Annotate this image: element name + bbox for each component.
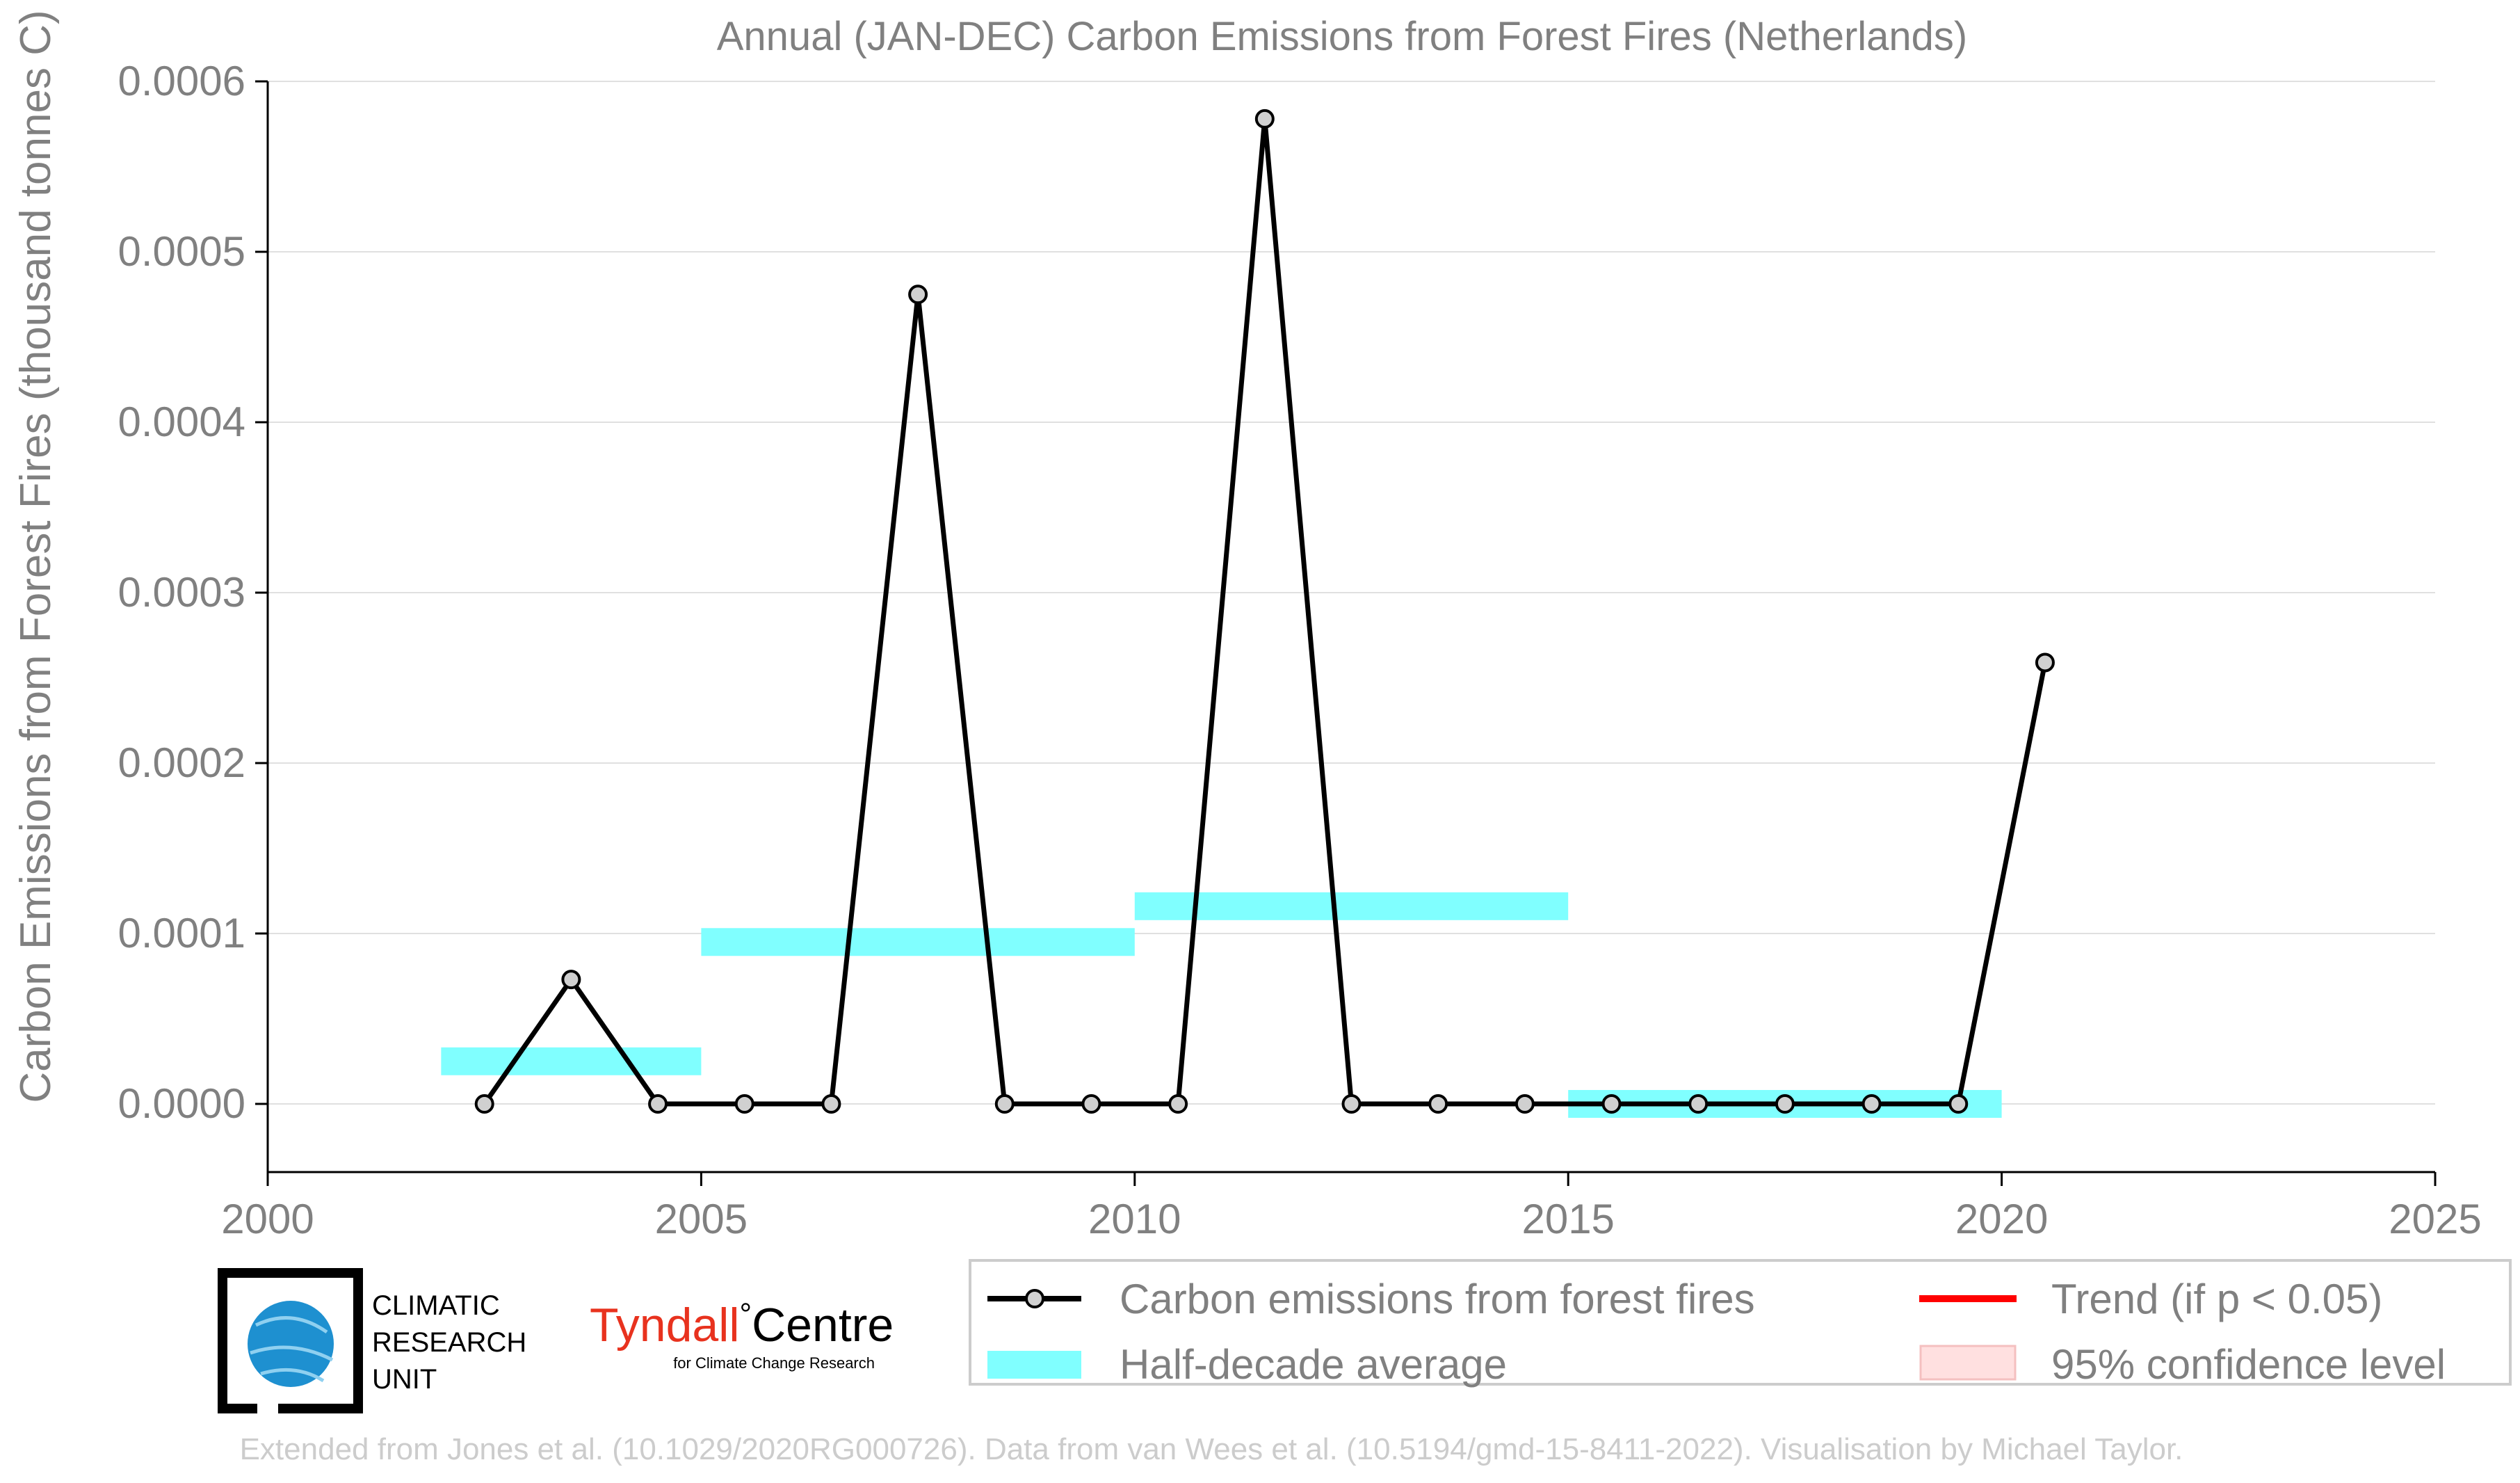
legend-series-marker [1025, 1289, 1044, 1308]
legend-label-halfdecade: Half-decade average [1120, 1341, 1507, 1388]
y-tick-label: 0.0004 [118, 399, 245, 445]
data-point [1601, 1094, 1622, 1114]
x-ticks: 2000 2005 2010 2015 2020 2025 [221, 1172, 2482, 1242]
x-tick-label: 2015 [1521, 1196, 1614, 1242]
x-tick-label: 2000 [221, 1196, 314, 1242]
tyndall-degree: ° [739, 1297, 752, 1331]
data-point [1341, 1094, 1362, 1114]
svg-text:Tyndall°Centre: Tyndall°Centre [590, 1297, 894, 1352]
half-decade-bar [701, 928, 1135, 956]
data-point [1861, 1094, 1882, 1114]
cru-logo: CLIMATIC RESEARCH UNIT [218, 1268, 526, 1413]
data-point [821, 1094, 841, 1114]
legend-label-trend: Trend (if p < 0.05) [2051, 1276, 2382, 1322]
y-tick-label: 0.0002 [118, 739, 245, 786]
half-decade-bands [441, 892, 2002, 1118]
tyndall-sub: for Climate Change Research [673, 1354, 875, 1372]
data-point [1515, 1094, 1535, 1114]
data-point [994, 1094, 1015, 1114]
data-point [1948, 1094, 1969, 1114]
cru-bracket-left [218, 1268, 341, 1413]
x-tick-label: 2020 [1955, 1196, 2048, 1242]
data-point [1254, 109, 1275, 129]
cru-bracket-right [278, 1268, 363, 1413]
chart-title: Annual (JAN-DEC) Carbon Emissions from F… [717, 14, 1968, 59]
tyndall-logo: Tyndall°Centre for Climate Change Resear… [590, 1297, 894, 1372]
legend-label-series: Carbon emissions from forest fires [1120, 1276, 1755, 1322]
tyndall-name: Tyndall [590, 1299, 739, 1352]
data-point [1168, 1094, 1188, 1114]
credit-line: Extended from Jones et al. (10.1029/2020… [240, 1432, 2183, 1466]
legend-halfdecade-swatch [987, 1351, 1081, 1379]
tyndall-centre: Centre [752, 1299, 894, 1352]
series-line [482, 118, 2048, 1107]
half-decade-bar [441, 1047, 702, 1075]
cru-line-2: RESEARCH [372, 1327, 526, 1358]
grid [268, 81, 2435, 1105]
data-point [2035, 652, 2055, 673]
half-decade-bar [1134, 892, 1569, 920]
data-point [561, 970, 581, 990]
x-tick-label: 2005 [655, 1196, 748, 1242]
data-point [908, 284, 928, 305]
y-tick-label: 0.0000 [118, 1080, 245, 1127]
axes [266, 81, 2435, 1173]
series [474, 109, 2055, 1114]
y-axis-label: Carbon Emissions from Forest Fires (thou… [12, 10, 60, 1103]
data-point [648, 1094, 668, 1114]
y-ticks: 0.0000 0.0001 0.0002 0.0003 0.0004 0.0005 0.00… [118, 58, 268, 1127]
globe-swirl [250, 1316, 334, 1383]
data-point [1428, 1094, 1448, 1114]
globe-icon [248, 1301, 334, 1387]
cru-line-3: UNIT [372, 1364, 437, 1395]
legend-label-confidence: 95% confidence level [2051, 1341, 2446, 1388]
legend: Carbon emissions from forest fires Half-… [969, 1259, 2512, 1388]
x-tick-label: 2010 [1088, 1196, 1181, 1242]
data-point [734, 1094, 754, 1114]
data-point [1081, 1094, 1101, 1114]
data-point [1688, 1094, 1709, 1114]
cru-line-1: CLIMATIC [372, 1290, 500, 1321]
y-tick-label: 0.0003 [118, 569, 245, 616]
y-tick-label: 0.0005 [118, 228, 245, 275]
legend-confidence-swatch [1919, 1345, 2017, 1381]
y-tick-label: 0.0001 [118, 910, 245, 956]
y-tick-label: 0.0006 [118, 58, 245, 104]
data-point [1775, 1094, 1795, 1114]
x-tick-label: 2025 [2389, 1196, 2481, 1242]
data-point [474, 1094, 494, 1114]
legend-frame [969, 1259, 2512, 1386]
